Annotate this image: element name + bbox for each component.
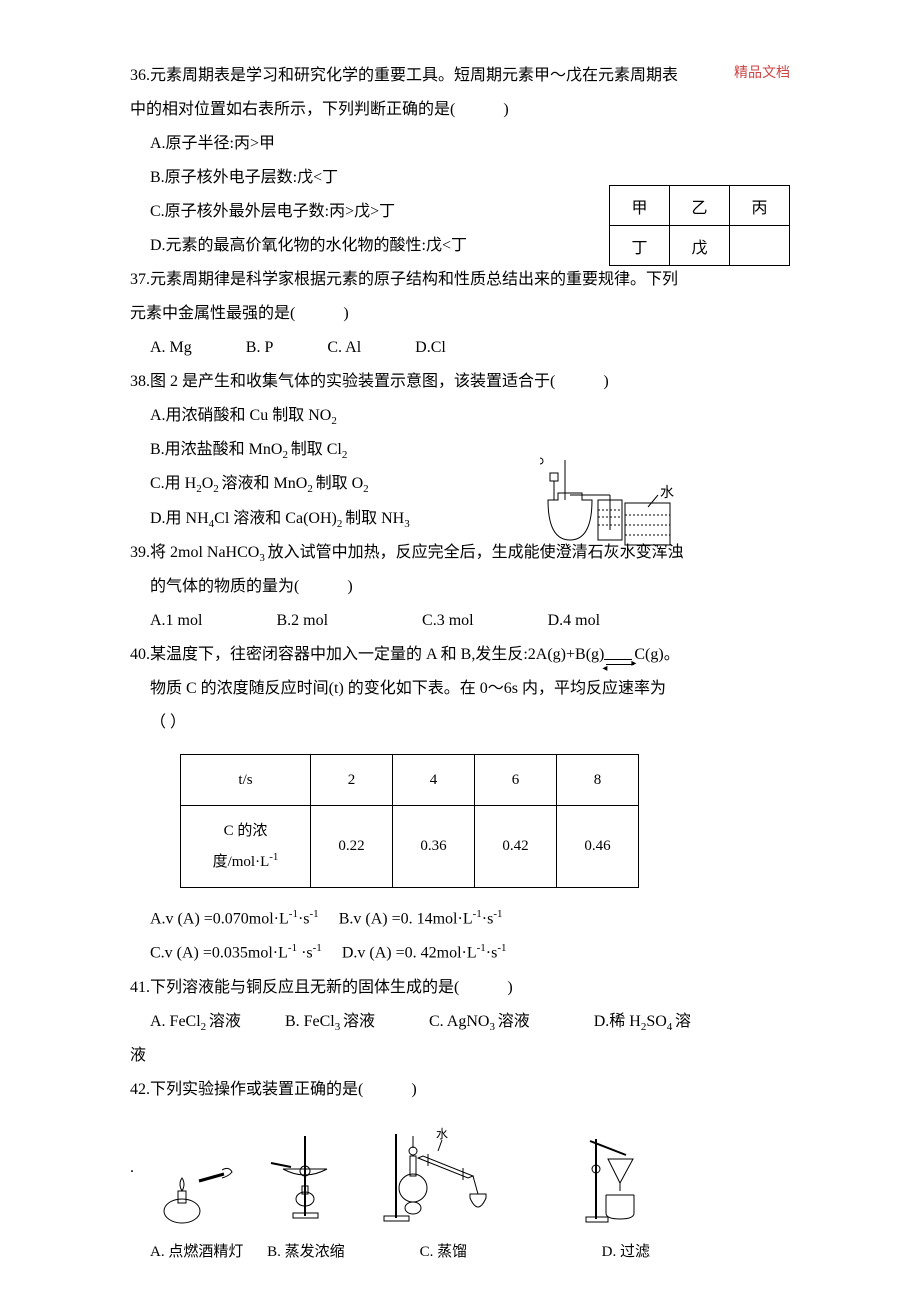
q37-options: A. Mg B. P C. Al D.Cl bbox=[130, 332, 800, 364]
q37-b: B. P bbox=[246, 332, 274, 364]
td: 4 bbox=[393, 754, 475, 805]
q38-d: D.用 NH4Cl 溶液和 Ca(OH)2 制取 NH3 bbox=[130, 503, 800, 535]
exp-b: B. 蒸发浓缩 bbox=[263, 1131, 348, 1267]
exp-b-label: B. 蒸发浓缩 bbox=[263, 1237, 348, 1267]
pt-cell: 甲 bbox=[610, 186, 670, 226]
q38-a: A.用浓硝酸和 Cu 制取 NO2 bbox=[130, 400, 800, 432]
q41-liquid: 液 bbox=[130, 1040, 800, 1072]
water-label: 水 bbox=[660, 485, 674, 501]
svg-text:水: 水 bbox=[436, 1127, 448, 1141]
q39-b: B.2 mol bbox=[276, 605, 328, 637]
q39-options: A.1 mol B.2 mol C.3 mol D.4 mol bbox=[130, 605, 800, 637]
td: 0.22 bbox=[311, 805, 393, 887]
q40-stem: 物质 C 的浓度随反应时间(t) 的变化如下表。在 0～6s 内，平均反应速率为 bbox=[130, 673, 800, 705]
td: 0.42 bbox=[475, 805, 557, 887]
td: 6 bbox=[475, 754, 557, 805]
exp-a-label: A. 点燃酒精灯 bbox=[150, 1237, 243, 1267]
watermark: 精品文档 bbox=[734, 62, 790, 82]
q39-c: C.3 mol bbox=[422, 605, 474, 637]
td: 2 bbox=[311, 754, 393, 805]
q37-d: D.Cl bbox=[415, 332, 446, 364]
q36-stem: 中的相对位置如右表所示，下列判断正确的是( ) bbox=[130, 94, 800, 126]
exp-c: 水 C. 蒸馏 bbox=[368, 1126, 518, 1267]
q39-stem: 39.将 2mol NaHCO3 放入试管中加热，反应完全后，生成能使澄清石灰水… bbox=[130, 537, 800, 569]
td: 8 bbox=[557, 754, 639, 805]
evaporation-icon bbox=[263, 1131, 348, 1226]
q41-options: A. FeCl2 溶液 B. FeCl3 溶液 C. AgNO3 溶液 D.稀 … bbox=[130, 1006, 800, 1038]
q41-stem: 41.下列溶液能与铜反应且无新的固体生成的是( ) bbox=[130, 972, 800, 1004]
q40-stem: （ ） bbox=[130, 707, 800, 739]
q38-stem: 38.图 2 是产生和收集气体的实验装置示意图，该装置适合于( ) bbox=[130, 366, 800, 398]
q37-stem: 元素中金属性最强的是( ) bbox=[130, 298, 800, 330]
periodic-table: 甲 乙 丙 丁 戊 bbox=[609, 185, 790, 266]
pt-cell: 戊 bbox=[670, 226, 730, 266]
pt-cell: 丙 bbox=[730, 186, 790, 226]
th: t/s bbox=[181, 754, 311, 805]
q38-b: B.用浓盐酸和 MnO2 制取 Cl2 bbox=[130, 434, 800, 466]
gas-collection-icon: 水 bbox=[540, 455, 680, 550]
concentration-table: t/s 2 4 6 8 C 的浓度/mol·L-1 0.22 0.36 0.42… bbox=[180, 754, 639, 888]
q42-stem: 42.下列实验操作或装置正确的是( ) bbox=[130, 1074, 800, 1106]
pt-cell: 丁 bbox=[610, 226, 670, 266]
distillation-icon: 水 bbox=[368, 1126, 518, 1226]
pt-cell bbox=[730, 226, 790, 266]
td: 0.46 bbox=[557, 805, 639, 887]
td: 0.36 bbox=[393, 805, 475, 887]
q39-d: D.4 mol bbox=[548, 605, 600, 637]
exp-a: A. 点燃酒精灯 bbox=[150, 1156, 243, 1267]
alcohol-lamp-icon bbox=[154, 1156, 239, 1226]
experiment-row: A. 点燃酒精灯 B. 蒸发浓缩 bbox=[130, 1126, 800, 1267]
pt-cell: 乙 bbox=[670, 186, 730, 226]
q36-stem: 36.元素周期表是学习和研究化学的重要工具。短周期元素甲～戊在元素周期表 bbox=[130, 60, 800, 92]
filtration-icon bbox=[578, 1131, 673, 1226]
q40-stem: 40.某温度下，往密闭容器中加入一定量的 A 和 B,发生反:2A(g)+B(g… bbox=[130, 639, 800, 671]
q40-cd: C.v (A) =0.035mol·L-1 ·s-1 D.v (A) =0. 4… bbox=[130, 937, 800, 969]
q39-stem: 的气体的物质的量为( ) bbox=[130, 571, 800, 603]
q39-a: A.1 mol bbox=[150, 605, 202, 637]
q36-a: A.原子半径:丙>甲 bbox=[130, 128, 800, 160]
q37-a: A. Mg bbox=[150, 332, 192, 364]
q40-ab: A.v (A) =0.070mol·L-1·s-1 B.v (A) =0. 14… bbox=[130, 903, 800, 935]
exp-d-label: D. 过滤 bbox=[578, 1237, 673, 1267]
q38-c: C.用 H2O2 溶液和 MnO2 制取 O2 bbox=[130, 468, 800, 500]
exp-c-label: C. 蒸馏 bbox=[368, 1237, 518, 1267]
q37-stem: 37.元素周期律是科学家根据元素的原子结构和性质总结出来的重要规律。下列 bbox=[130, 264, 800, 296]
dot: . bbox=[130, 1159, 134, 1177]
q37-c: C. Al bbox=[327, 332, 361, 364]
th: C 的浓度/mol·L-1 bbox=[181, 805, 311, 887]
exp-d: D. 过滤 bbox=[578, 1131, 673, 1267]
